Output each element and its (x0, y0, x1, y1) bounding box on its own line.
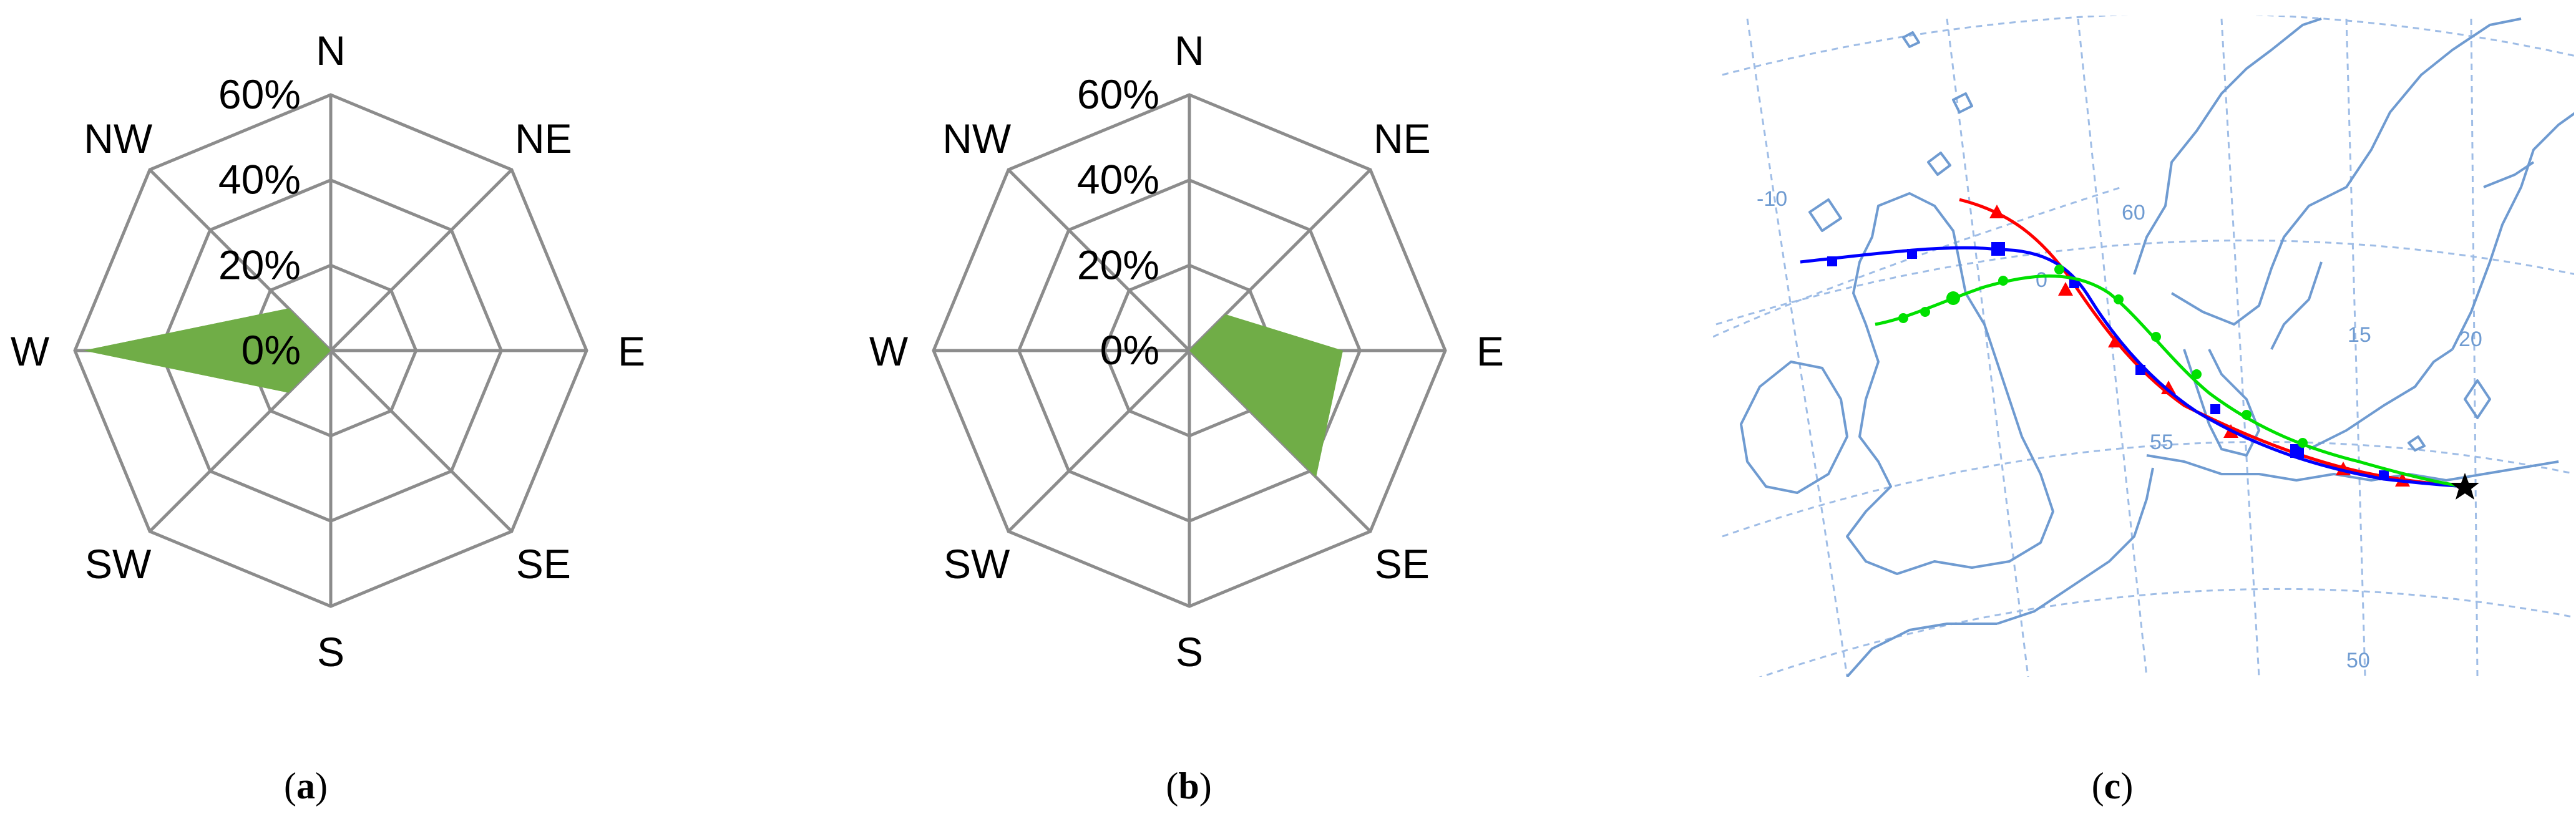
graticule-labels: -10 0 15 20 60 55 50 (1757, 187, 2482, 672)
radial-tick-label: 0% (242, 327, 301, 373)
caption-b: (b) (1166, 765, 1211, 807)
direction-label-sw: SW (944, 541, 1010, 587)
square-icon (1827, 242, 2389, 480)
radar-chart-b: 0% 20% 40% 60% N NE E SE S SW W NW (869, 27, 1504, 675)
direction-label-n: N (316, 27, 346, 74)
series-fill-0 (1189, 314, 1343, 477)
direction-label-w: W (869, 328, 909, 374)
direction-label-nw: NW (942, 115, 1012, 162)
grid-spoke (1188, 168, 1372, 352)
direction-label-e: E (618, 328, 645, 374)
coastlines (1740, 17, 2574, 677)
series-fill-0 (83, 308, 331, 393)
direction-label-nw: NW (84, 115, 153, 162)
grid-spoke (1007, 349, 1191, 533)
radial-tick-label: 0% (1100, 327, 1159, 373)
direction-label-w: W (11, 328, 50, 374)
lat-label: 55 (2150, 430, 2174, 454)
trajectory-red (1959, 198, 2466, 488)
direction-label-e: E (1476, 328, 1504, 374)
lat-label: 60 (2122, 201, 2145, 225)
triangle-icon (1989, 205, 2410, 487)
caption-a: (a) (284, 765, 328, 807)
trajectory-green (1875, 264, 2466, 488)
direction-label-s: S (317, 629, 344, 675)
grid-spoke (1007, 168, 1191, 352)
lon-label: 20 (2459, 327, 2482, 351)
parallel-lines (1715, 16, 2574, 677)
lon-label: -10 (1757, 187, 1787, 211)
radial-tick-label: 60% (218, 71, 301, 117)
trajectory-blue (1800, 242, 2466, 488)
direction-label-sw: SW (85, 541, 152, 587)
caption-c: (c) (2092, 765, 2134, 807)
grid-spoke (329, 349, 513, 533)
star-icon (2451, 473, 2479, 500)
direction-label-ne: NE (1373, 115, 1431, 162)
direction-label-se: SE (1375, 541, 1430, 587)
trajectory-map: -10 0 15 20 60 55 50 (1713, 16, 2574, 677)
meridian-lines (1713, 18, 2479, 677)
direction-label-n: N (1174, 27, 1204, 74)
lon-label: 15 (2348, 323, 2371, 347)
radial-tick-label: 20% (218, 241, 301, 288)
grid-spoke (329, 168, 513, 352)
direction-label-s: S (1176, 629, 1203, 675)
circle-icon (1898, 264, 2308, 448)
direction-label-se: SE (516, 541, 571, 587)
direction-label-ne: NE (515, 115, 572, 162)
lon-label: 0 (2036, 268, 2047, 292)
lat-label: 50 (2346, 649, 2370, 672)
radial-tick-label: 60% (1077, 71, 1159, 117)
radial-tick-label: 20% (1077, 241, 1159, 288)
radial-tick-label: 40% (1077, 157, 1159, 203)
radial-tick-label: 40% (218, 157, 301, 203)
radar-chart-a: 0% 20% 40% 60% N NE E SE S SW W NW (11, 27, 645, 675)
